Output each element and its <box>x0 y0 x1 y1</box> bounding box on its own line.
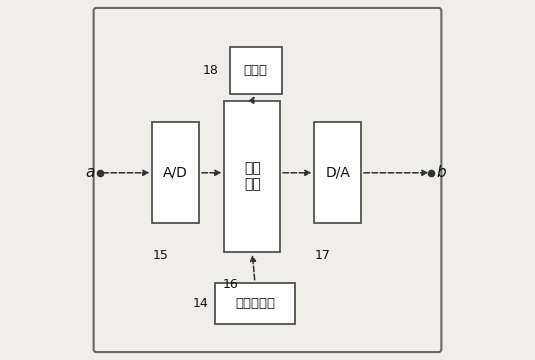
Bar <box>314 122 361 223</box>
Text: 程序存储器: 程序存储器 <box>235 297 275 310</box>
Bar <box>224 101 280 252</box>
Text: 16: 16 <box>223 278 238 291</box>
Text: 18: 18 <box>203 64 219 77</box>
Bar <box>215 283 294 324</box>
Bar <box>152 122 199 223</box>
Text: a: a <box>85 165 95 180</box>
Text: D/A: D/A <box>325 166 350 180</box>
Text: 14: 14 <box>193 297 208 310</box>
Text: 15: 15 <box>152 249 168 262</box>
Text: A/D: A/D <box>163 166 188 180</box>
Text: 17: 17 <box>314 249 330 262</box>
FancyBboxPatch shape <box>94 8 441 352</box>
Text: 微处
理器: 微处 理器 <box>244 161 261 192</box>
Text: b: b <box>437 165 446 180</box>
Bar <box>230 47 282 94</box>
Text: 监测器: 监测器 <box>244 64 268 77</box>
